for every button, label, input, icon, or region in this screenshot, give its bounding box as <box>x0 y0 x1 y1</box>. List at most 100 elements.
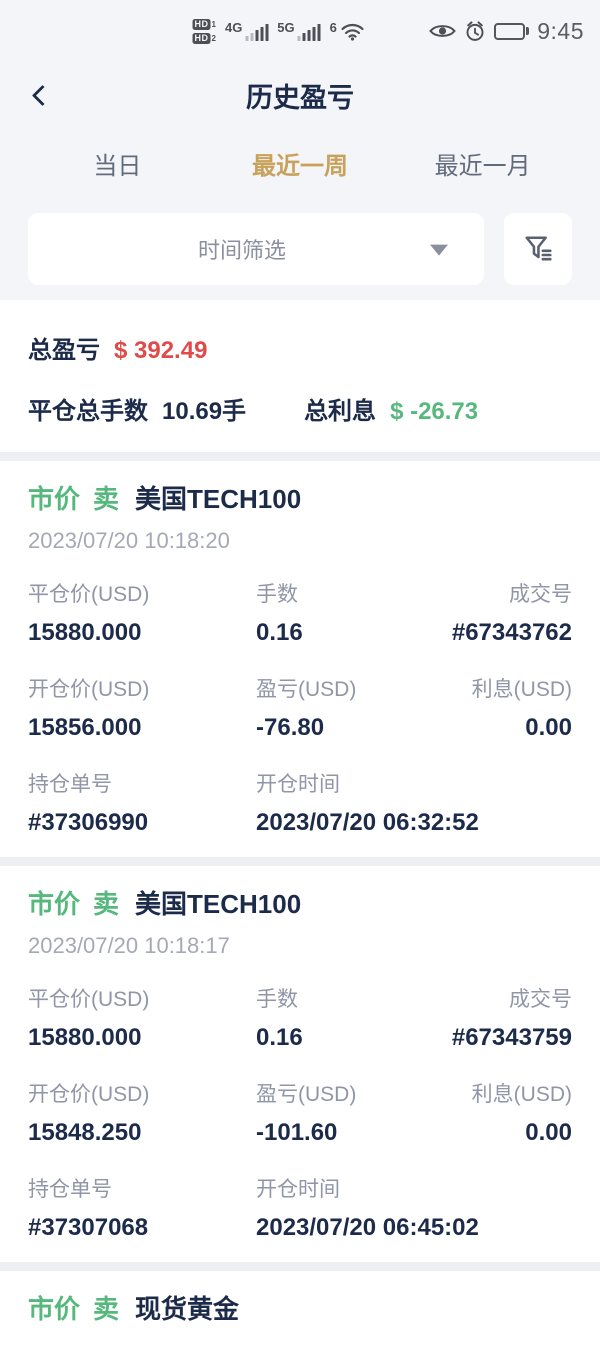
hd1-sim-number: 1 <box>211 19 216 29</box>
page-header: 历史盈亏 <box>0 62 600 128</box>
filter-button[interactable] <box>504 213 572 285</box>
trade-card-header: 市价 卖 美国TECH100 <box>28 479 572 516</box>
field-label: 持仓单号 <box>28 1178 112 1201</box>
total-interest-value: $ -26.73 <box>390 398 479 425</box>
hd1-chip: HD <box>192 18 211 30</box>
tab-last-week[interactable]: 最近一周 <box>252 152 348 180</box>
wifi-icon <box>341 23 364 41</box>
trade-card-3[interactable]: 市价 卖 现货黄金 <box>0 1271 600 1346</box>
field-position-number: 持仓单号 #37306990 <box>28 768 256 837</box>
wifi-group: 6 <box>330 21 366 41</box>
field-value: #37307068 <box>28 1214 149 1241</box>
field-value: 0.00 <box>525 1119 572 1146</box>
field-label: 成交号 <box>509 988 572 1011</box>
field-profit-loss: 盈亏(USD) -76.80 <box>256 673 416 742</box>
field-value: 2023/07/20 06:32:52 <box>256 809 479 836</box>
field-value: 15856.000 <box>28 714 142 741</box>
chevron-left-icon <box>31 84 53 106</box>
period-tabs: 当日 最近一周 最近一月 <box>0 128 600 198</box>
field-value: -76.80 <box>256 714 325 741</box>
field-label: 开仓价(USD) <box>28 678 150 701</box>
status-bar: HD 1 HD 2 4G 5G 6 <box>0 0 600 62</box>
hd2-badge-icon: HD 2 <box>192 32 216 44</box>
closed-lots-value: 10.69手 <box>162 398 247 425</box>
top-zone: HD 1 HD 2 4G 5G 6 <box>0 0 600 300</box>
trade-fields-grid: 平仓价(USD) 15880.000 手数 0.16 成交号 #67343762… <box>28 578 572 837</box>
field-open-price: 开仓价(USD) 15856.000 <box>28 673 256 742</box>
field-label: 盈亏(USD) <box>256 678 357 701</box>
field-open-price: 开仓价(USD) 15848.250 <box>28 1078 256 1147</box>
field-value: 0.16 <box>256 619 303 646</box>
field-open-time: 开仓时间 2023/07/20 06:45:02 <box>256 1173 572 1242</box>
field-value: #67343762 <box>451 619 572 646</box>
field-label: 平仓价(USD) <box>28 583 150 606</box>
field-value: #37306990 <box>28 809 149 836</box>
back-button[interactable] <box>20 62 64 128</box>
summary-detail-row: 平仓总手数 10.69手 总利息 $ -26.73 <box>28 391 572 426</box>
field-value: 15848.250 <box>28 1119 142 1146</box>
field-label: 盈亏(USD) <box>256 1083 357 1106</box>
network-5g: 5G <box>277 21 321 41</box>
field-label: 开仓时间 <box>256 1178 340 1201</box>
field-label: 手数 <box>256 583 298 606</box>
field-value: 0.16 <box>256 1024 303 1051</box>
summary-section: 总盈亏 $ 392.49 平仓总手数 10.69手 总利息 $ -26.73 <box>0 300 600 452</box>
hd1-badge-icon: HD 1 <box>192 18 216 30</box>
total-pl-label: 总盈亏 <box>28 337 100 364</box>
trade-card-header: 市价 卖 美国TECH100 <box>28 884 572 921</box>
page-title: 历史盈亏 <box>246 82 354 113</box>
tab-last-month[interactable]: 最近一月 <box>434 152 531 180</box>
signal-bars-4g-icon <box>245 24 269 41</box>
battery-icon <box>494 22 530 40</box>
field-label: 开仓时间 <box>256 773 340 796</box>
time-filter-label: 时间筛选 <box>197 238 286 263</box>
side-tag: 卖 <box>93 889 120 919</box>
trade-card-header: 市价 卖 现货黄金 <box>28 1289 572 1326</box>
eye-icon <box>429 25 456 37</box>
section-divider <box>0 857 600 866</box>
field-label: 成交号 <box>509 583 572 606</box>
field-position-number: 持仓单号 #37307068 <box>28 1173 256 1242</box>
field-profit-loss: 盈亏(USD) -101.60 <box>256 1078 416 1147</box>
status-right-cluster: 9:45 <box>429 0 584 62</box>
clock-time: 9:45 <box>537 17 584 44</box>
side-tag: 卖 <box>93 1294 120 1324</box>
network-4g-label: 4G <box>224 20 243 35</box>
total-interest-label: 总利息 <box>304 398 377 425</box>
time-filter-dropdown[interactable]: 时间筛选 <box>28 213 484 285</box>
closed-lots-label: 平仓总手数 <box>28 398 148 425</box>
section-divider <box>0 1262 600 1271</box>
close-datetime: 2023/07/20 10:18:20 <box>28 528 230 553</box>
field-deal-number: 成交号 #67343762 <box>416 578 572 647</box>
field-value: #67343759 <box>451 1024 572 1051</box>
field-label: 持仓单号 <box>28 773 112 796</box>
triangle-down-icon <box>430 244 448 256</box>
field-value: 15880.000 <box>28 619 142 646</box>
order-type-tag: 市价 <box>28 889 81 919</box>
summary-total-pl-row: 总盈亏 $ 392.49 <box>28 330 572 365</box>
total-pl-value: $ 392.49 <box>114 337 208 364</box>
field-deal-number: 成交号 #67343759 <box>416 983 572 1052</box>
field-close-price: 平仓价(USD) 15880.000 <box>28 578 256 647</box>
trade-card-2[interactable]: 市价 卖 美国TECH100 2023/07/20 10:18:17 平仓价(U… <box>0 866 600 1262</box>
field-label: 利息(USD) <box>471 1083 572 1106</box>
side-tag: 卖 <box>93 484 120 514</box>
field-lots: 手数 0.16 <box>256 983 416 1052</box>
field-interest: 利息(USD) 0.00 <box>416 1078 572 1147</box>
field-label: 利息(USD) <box>471 678 572 701</box>
order-type-tag: 市价 <box>28 484 81 514</box>
alarm-clock-icon <box>466 21 484 41</box>
field-open-time: 开仓时间 2023/07/20 06:32:52 <box>256 768 572 837</box>
hd2-chip: HD <box>192 32 211 44</box>
symbol-name: 美国TECH100 <box>135 484 302 514</box>
field-interest: 利息(USD) 0.00 <box>416 673 572 742</box>
field-value: 2023/07/20 06:45:02 <box>256 1214 479 1241</box>
trade-card-1[interactable]: 市价 卖 美国TECH100 2023/07/20 10:18:20 平仓价(U… <box>0 461 600 857</box>
filter-bar: 时间筛选 <box>0 198 600 300</box>
tab-today[interactable]: 当日 <box>93 152 142 180</box>
wifi6-label: 6 <box>329 20 337 35</box>
symbol-name: 美国TECH100 <box>135 889 302 919</box>
order-type-tag: 市价 <box>28 1294 81 1324</box>
network-4g: 4G <box>224 20 269 41</box>
field-close-price: 平仓价(USD) 15880.000 <box>28 983 256 1052</box>
